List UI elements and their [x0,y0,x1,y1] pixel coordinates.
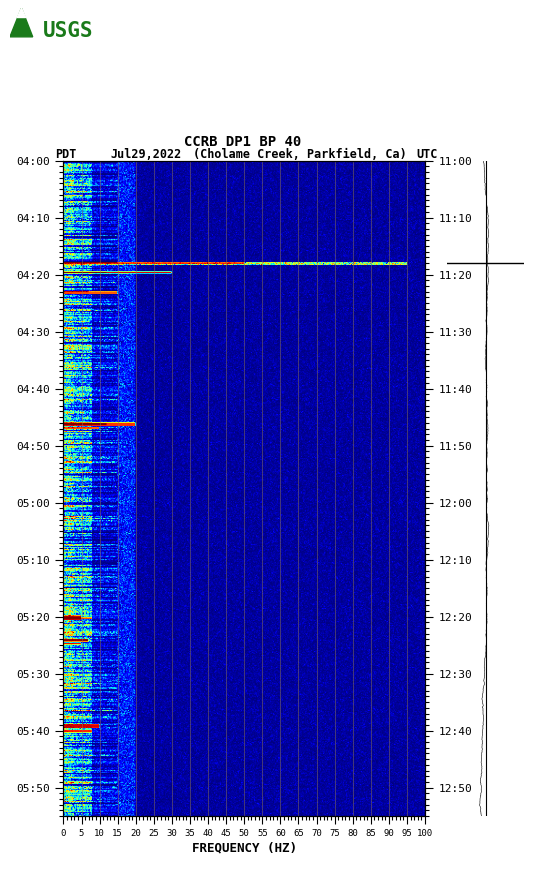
Text: Jul29,2022: Jul29,2022 [110,147,182,161]
Text: CCRB DP1 BP 40: CCRB DP1 BP 40 [184,135,301,149]
Text: USGS: USGS [43,21,93,40]
Text: PDT: PDT [55,147,77,161]
Polygon shape [17,8,26,18]
Text: UTC: UTC [417,147,438,161]
Text: (Cholame Creek, Parkfield, Ca): (Cholame Creek, Parkfield, Ca) [193,147,407,161]
X-axis label: FREQUENCY (HZ): FREQUENCY (HZ) [192,841,297,855]
Polygon shape [10,8,33,37]
